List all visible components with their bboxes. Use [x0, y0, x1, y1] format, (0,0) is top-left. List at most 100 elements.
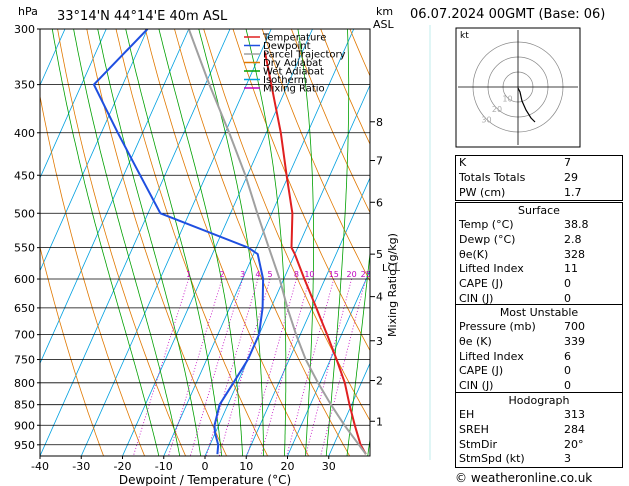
hodograph-ring-label: 30: [481, 116, 491, 125]
location-label: 33°14'N 44°14'E 40m ASL: [57, 9, 228, 24]
mixing-ratio-label: 1: [186, 270, 191, 279]
km-tick-label: 4: [376, 291, 383, 304]
km-tick-label: 7: [376, 155, 383, 168]
mixing-ratio-line: [133, 278, 190, 456]
pressure-tick-label: 650: [14, 302, 35, 315]
surface-row: Temp (°C) 38.8: [456, 218, 622, 233]
most-unstable-value: 6: [564, 349, 571, 363]
index-value: 29: [564, 170, 578, 184]
temperature-tick-label: 20: [281, 460, 295, 473]
index-row: Totals Totals 29: [456, 171, 622, 186]
legend-label: Dewpoint: [263, 41, 311, 52]
temperature-tick-label: -30: [72, 460, 90, 473]
x-axis-title: Dewpoint / Temperature (°C): [119, 473, 291, 486]
most-unstable-row: Pressure (mb) 700: [456, 320, 622, 335]
most-unstable-label: Pressure (mb): [459, 320, 536, 333]
km-tick-label: 5: [376, 248, 383, 261]
hodograph-value: 313: [564, 408, 585, 421]
hodograph-ring-label: 10: [502, 95, 512, 104]
isotherm-line: [122, 29, 313, 456]
height-unit-sub-label: ASL: [373, 18, 395, 31]
isotherm-line: [40, 29, 231, 456]
index-label: K: [459, 156, 467, 169]
legend-label: Temperature: [262, 33, 326, 44]
km-tick-label: 3: [376, 335, 383, 348]
most-unstable-value: 0: [564, 379, 571, 393]
pressure-tick-label: 550: [14, 242, 35, 255]
index-value: 7: [564, 156, 571, 169]
surface-label: CAPE (J): [459, 277, 504, 291]
temperature-tick-label: -10: [155, 460, 173, 473]
isotherm-line: [245, 176, 370, 456]
most-unstable-value: 0: [564, 364, 571, 378]
hodograph-title: Hodograph: [508, 394, 570, 407]
most-unstable-value: 700: [564, 320, 585, 333]
wet-adiabat-line: [325, 29, 350, 456]
series-dewpoint-line: [92, 29, 265, 455]
legend-label: Parcel Trajectory: [263, 50, 346, 61]
series-parcel-trajectory-line: [187, 29, 367, 455]
dry-adiabat-line: [40, 245, 104, 456]
dry-adiabat-line: [86, 29, 227, 456]
hodograph-label: SREH: [459, 422, 489, 436]
surface-value: 38.8: [564, 218, 589, 231]
mixing-ratio-label: 4: [255, 270, 260, 279]
indices-table: K 7 Totals Totals 29 PW (cm) 1.7: [455, 155, 623, 202]
temperature-tick-label: -20: [114, 460, 132, 473]
most-unstable-label: CIN (J): [459, 379, 494, 393]
hodograph-unit-label: kt: [460, 31, 469, 41]
km-tick-label: 1: [376, 415, 383, 428]
dry-adiabat-line: [40, 94, 145, 456]
hodograph-row: SREH 284: [456, 423, 622, 438]
surface-title: Surface: [518, 204, 560, 217]
surface-label: Lifted Index: [459, 262, 524, 276]
pressure-tick-label: 500: [14, 207, 35, 220]
dry-adiabat-line: [261, 29, 370, 283]
pressure-tick-label: 850: [14, 399, 35, 412]
hodograph-label: EH: [459, 408, 475, 421]
surface-label: θe(K): [459, 247, 489, 261]
lcl-label: LCL: [382, 263, 401, 274]
mixing-ratio-line: [206, 278, 259, 456]
most-unstable-row: CAPE (J) 0: [456, 364, 622, 379]
hodograph-row: EH 313: [456, 408, 622, 423]
dry-adiabat-line: [291, 29, 370, 214]
isotherm-line: [328, 362, 370, 456]
mixing-ratio-line: [286, 278, 335, 456]
most-unstable-value: 339: [564, 334, 585, 348]
most-unstable-label: CAPE (J): [459, 364, 504, 378]
wet-adiabat-line: [198, 29, 264, 456]
index-row: PW (cm) 1.7: [456, 186, 622, 201]
credit[interactable]: © weatheronline.co.uk: [455, 471, 592, 485]
surface-row: Dewp (°C) 2.8: [456, 233, 622, 248]
surface-row: Lifted Index 11: [456, 262, 622, 277]
surface-label: CIN (J): [459, 291, 494, 305]
surface-row: CAPE (J) 0: [456, 277, 622, 292]
surface-value: 11: [564, 262, 578, 276]
index-value: 1.7: [564, 185, 582, 199]
surface-value: 0: [564, 291, 571, 305]
surface-value: 328: [564, 247, 585, 261]
hodograph-label: StmDir: [459, 437, 498, 451]
dry-adiabat-line: [203, 29, 370, 422]
wet-adiabat-line: [97, 29, 202, 456]
plot-area: 1 2 3 4 5 8 10 15 20 25: [40, 29, 370, 456]
dry-adiabat-line: [115, 29, 268, 456]
hodograph-row: StmSpd (kt) 3: [456, 452, 622, 467]
most-unstable-label: Lifted Index: [459, 349, 524, 363]
credit-text: © weatheronline.co.uk: [455, 471, 593, 485]
surface-value: 0: [564, 277, 571, 291]
isotherm-line: [80, 29, 272, 456]
km-tick-label: 6: [376, 196, 383, 209]
most-unstable-row: Lifted Index 6: [456, 350, 622, 365]
pressure-tick-label: 300: [14, 23, 35, 36]
height-unit-label: km: [376, 5, 393, 18]
mixing-ratio-line: [320, 278, 367, 456]
mixing-ratio-label: 15: [329, 270, 339, 279]
mixing-ratio-label: 10: [304, 270, 314, 279]
pressure-unit-label: hPa: [18, 5, 38, 18]
surface-row: CIN (J) 0: [456, 292, 622, 307]
surface-value: 2.8: [564, 232, 582, 246]
legend-label: Dry Adiabat: [263, 58, 322, 69]
